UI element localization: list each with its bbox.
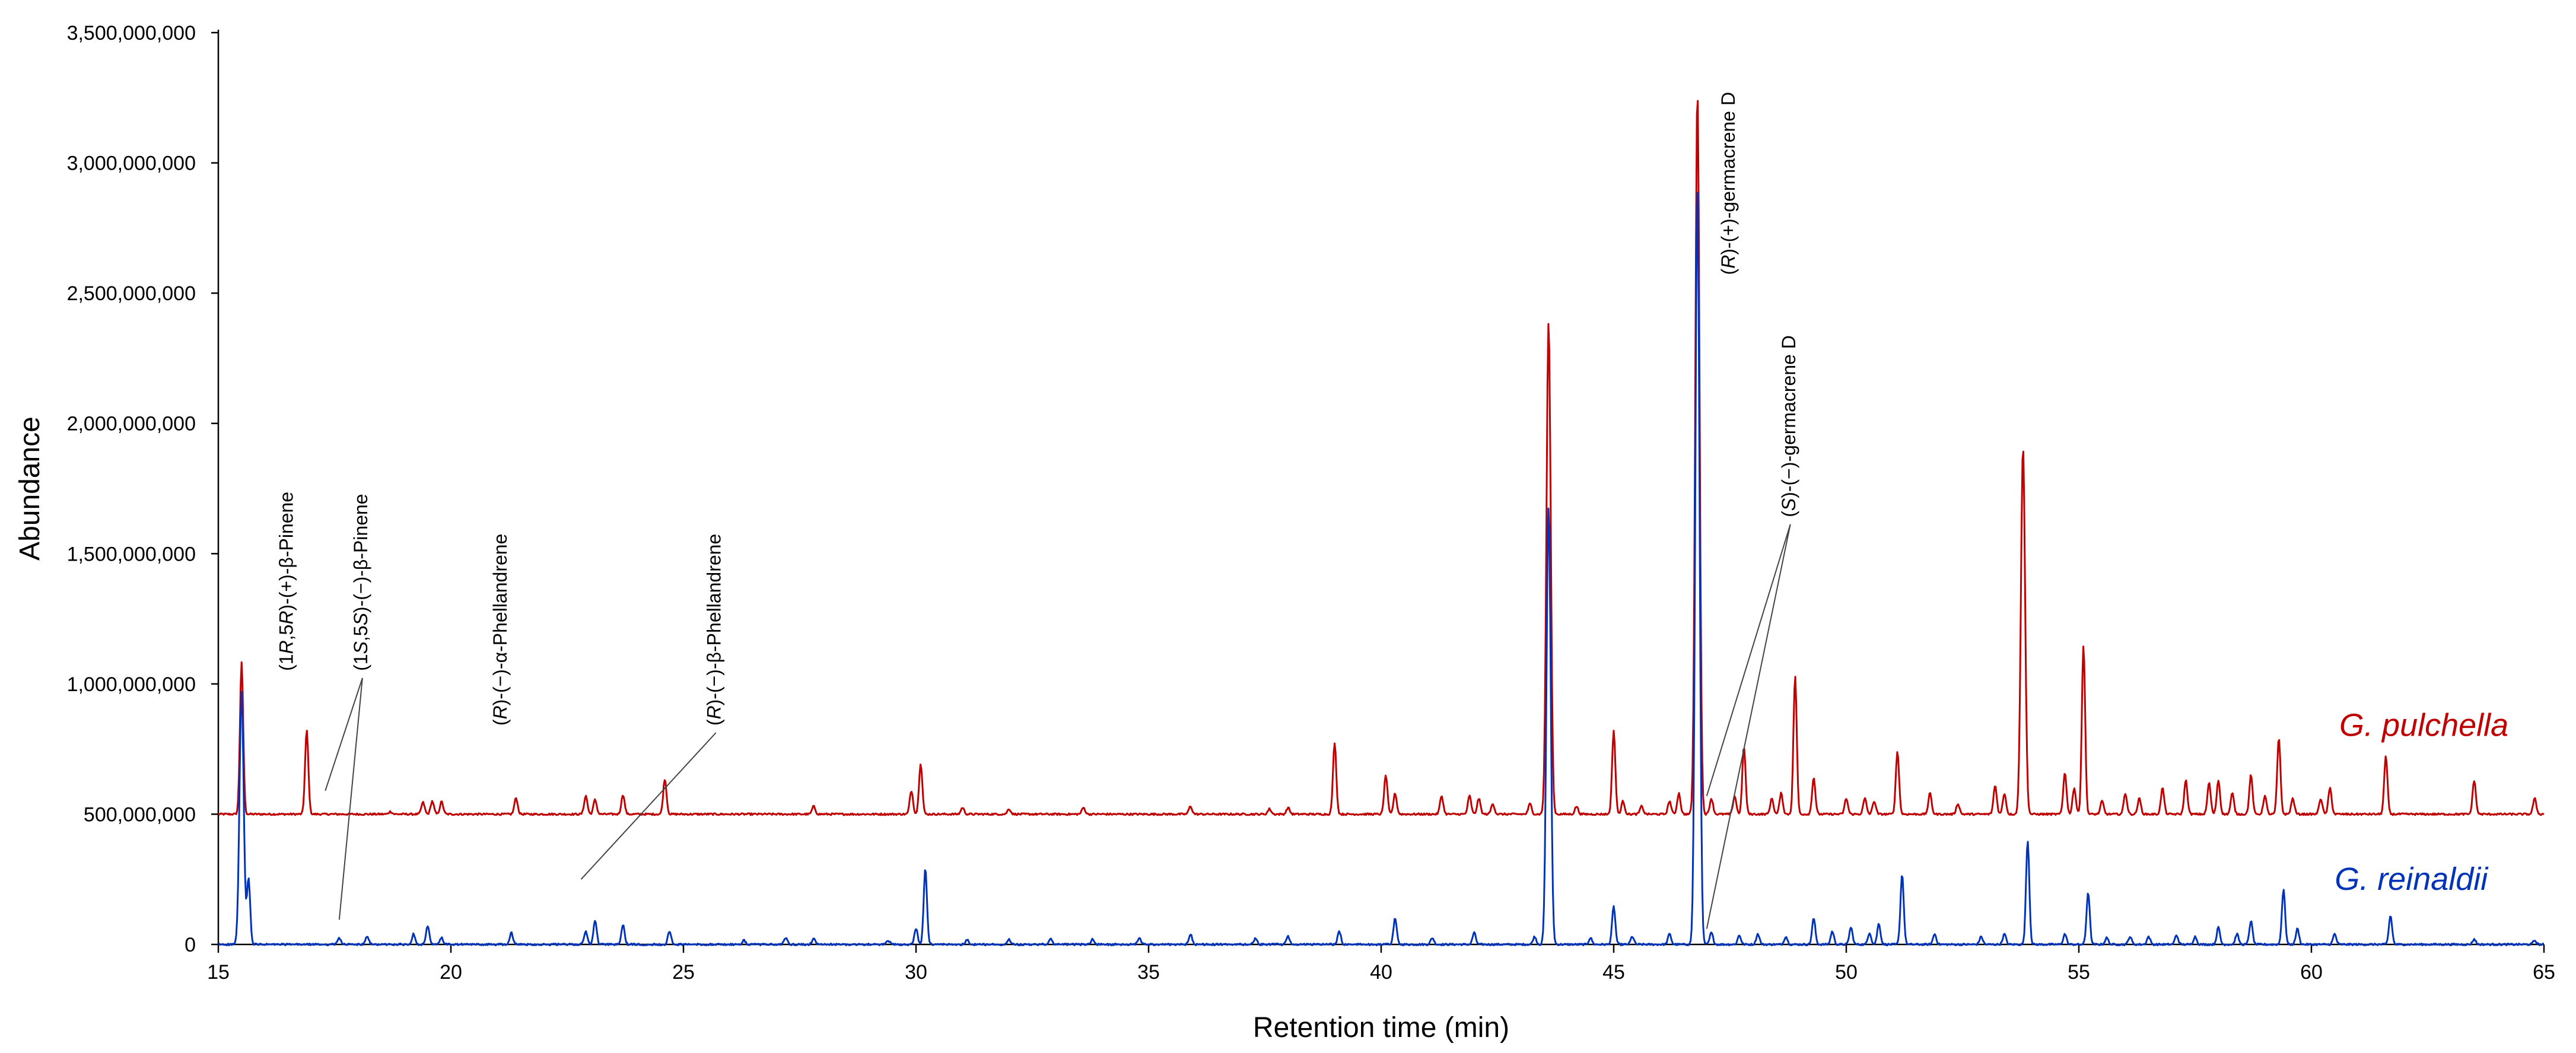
y-tick-label: 1,000,000,000 — [67, 673, 196, 696]
y-tick-label: 2,500,000,000 — [67, 282, 196, 305]
x-tick-label: 35 — [1137, 961, 1160, 984]
compound-label: (R)-(−)-α-Phellandrene — [489, 534, 511, 726]
x-tick-label: 20 — [440, 961, 462, 984]
annotations: (1R,5R)-(+)-β-Pinene (1S,5S)-(−)-β-Pinene… — [275, 92, 1799, 929]
series-line-g-reinaldii — [218, 192, 2545, 946]
x-tick-label: 30 — [905, 961, 927, 984]
axes: 15 20 25 30 35 40 45 50 55 60 65 0 500,000,000 1,000,… — [67, 22, 2555, 984]
y-tick-label: 1,500,000,000 — [67, 543, 196, 565]
y-tick-label: 2,000,000,000 — [67, 413, 196, 435]
leader-line — [1706, 524, 1791, 796]
y-tick-label: 3,500,000,000 — [67, 22, 196, 44]
compound-label: (1R,5R)-(+)-β-Pinene — [275, 492, 297, 671]
series-label-g-reinaldii: G. reinaldii — [2335, 861, 2489, 897]
series-layer — [218, 100, 2545, 946]
leader-line — [325, 677, 363, 791]
leader-line — [338, 677, 363, 920]
y-tick-label: 0 — [185, 934, 196, 956]
compound-label: (1S,5S)-(−)-β-Pinene — [350, 494, 371, 671]
x-axis-title: Retention time (min) — [1253, 1012, 1509, 1044]
x-tick-label: 60 — [2300, 961, 2323, 984]
y-axis-title: Abundance — [14, 416, 46, 561]
x-tick-label: 65 — [2533, 961, 2555, 984]
compound-label: (R)-(+)-germacrene D — [1718, 92, 1739, 275]
x-tick-label: 15 — [207, 961, 230, 984]
compound-label: (R)-(−)-β-Phellandrene — [704, 534, 725, 726]
x-tick-label: 50 — [1835, 961, 1858, 984]
series-label-g-pulchella: G. pulchella — [2339, 708, 2508, 743]
x-tick-label: 55 — [2068, 961, 2090, 984]
x-tick-label: 25 — [672, 961, 695, 984]
x-tick-label: 45 — [1602, 961, 1625, 984]
series-line-g-pulchella — [218, 100, 2545, 816]
series-labels: G. pulchella G. reinaldii — [2335, 708, 2508, 897]
y-tick-label: 500,000,000 — [84, 803, 196, 826]
y-tick-label: 3,000,000,000 — [67, 152, 196, 175]
compound-label: (S)-(−)-germacrene D — [1778, 335, 1799, 517]
leader-line — [1706, 524, 1791, 929]
leader-line — [580, 732, 717, 880]
x-tick-label: 40 — [1370, 961, 1392, 984]
